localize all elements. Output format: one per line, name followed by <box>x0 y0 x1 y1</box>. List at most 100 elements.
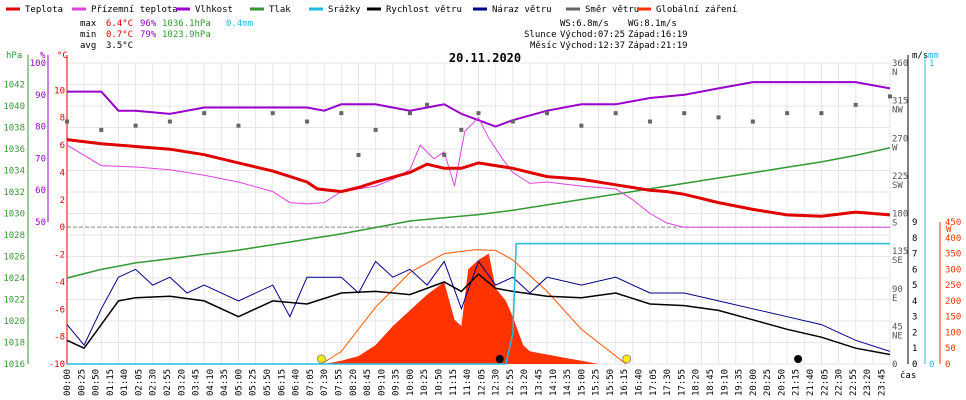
x-tick: 17:05 <box>649 369 659 396</box>
stat-min-press: 1023.9hPa <box>162 30 211 40</box>
x-tick: 03:45 <box>192 369 202 396</box>
wind-direction-point <box>236 123 241 128</box>
wind-direction-point <box>167 119 172 124</box>
x-tick: 00:25 <box>77 369 87 396</box>
legend-item: Vlhkost <box>195 5 233 15</box>
wind-tick: 9 <box>912 218 917 228</box>
x-tick: 09:35 <box>392 369 402 396</box>
x-tick: 07:30 <box>320 369 330 396</box>
x-tick: 08:20 <box>349 369 359 396</box>
stats-block: max 6.4°C 96% 1036.1hPa 0.4mm min 0.7°C … <box>80 19 253 51</box>
x-tick: 15:00 <box>577 369 587 396</box>
wind-tick: 0 <box>912 360 917 370</box>
legend-item: Tlak <box>269 5 291 15</box>
x-tick: 10:50 <box>435 369 445 396</box>
x-tick: 06:40 <box>292 369 302 396</box>
dir-tick: 270 <box>892 134 908 144</box>
radiation-area <box>67 253 890 364</box>
temp-tick: -6 <box>54 305 65 315</box>
wind-direction-point <box>819 111 824 116</box>
hpa-tick: 1018 <box>3 339 25 349</box>
rain-line <box>67 242 890 365</box>
x-tick: 12:05 <box>477 369 487 396</box>
dir-tick: 315 <box>892 97 908 107</box>
stat-max-press: 1036.1hPa <box>162 19 211 29</box>
wind-tick: 3 <box>912 313 917 323</box>
x-tick: 12:30 <box>492 369 502 396</box>
plot-area <box>65 81 892 365</box>
moon-label: Měsíc <box>530 41 557 51</box>
stat-max-temp: 6.4°C <box>106 19 133 29</box>
rad-tick: 200 <box>945 297 961 307</box>
wind-direction-point <box>425 102 430 107</box>
rain-unit-label: mm <box>928 51 939 61</box>
x-tick: 10:00 <box>406 369 416 396</box>
x-tick: 08:45 <box>363 369 373 396</box>
wind-direction-point <box>339 111 344 116</box>
hpa-tick: 1020 <box>3 317 25 327</box>
astro-info: WS:6.8m/s WG:8.1m/s Slunce Východ:07:25 … <box>524 19 688 51</box>
temperature-line <box>66 138 891 218</box>
dir-tick-compass: S <box>892 219 897 229</box>
wind-tick: 5 <box>912 281 917 291</box>
wind-direction-point <box>373 127 378 132</box>
wind-direction-point <box>510 119 515 124</box>
rad-tick: 100 <box>945 328 961 338</box>
x-tick: 21:15 <box>792 369 802 396</box>
legend-item: Globální záření <box>656 5 737 15</box>
x-tick: 13:20 <box>520 369 530 396</box>
x-tick: 19:10 <box>720 369 730 396</box>
hpa-unit-label: hPa <box>6 51 22 61</box>
x-tick: 20:50 <box>777 369 787 396</box>
dir-tick: 90 <box>892 285 903 295</box>
x-tick: 23:45 <box>877 369 887 396</box>
x-tick: 21:40 <box>806 369 816 396</box>
x-tick: 05:00 <box>235 369 245 396</box>
x-tick: 03:20 <box>177 369 187 396</box>
dir-tick: 225 <box>892 172 908 182</box>
wind-direction-point <box>647 119 652 124</box>
hpa-tick: 1028 <box>3 231 25 241</box>
stat-min-label: min <box>80 30 96 40</box>
ground-temp-line <box>66 116 890 228</box>
hum-tick: 60 <box>35 186 46 196</box>
moonset-info: Západ:21:19 <box>628 41 688 51</box>
hum-tick: 50 <box>35 218 46 228</box>
hpa-tick: 1040 <box>3 102 25 112</box>
wind-direction-point <box>853 102 858 107</box>
hpa-tick: 1032 <box>3 188 25 198</box>
x-tick: 16:40 <box>635 369 645 396</box>
x-tick: 07:55 <box>335 369 345 396</box>
legend-item: Přízemní teplota <box>91 5 178 15</box>
x-tick: 02:55 <box>163 369 173 396</box>
x-tick: 15:50 <box>606 369 616 396</box>
wind-direction-point <box>785 111 790 116</box>
sunrise-info: Východ:07:25 <box>560 30 625 40</box>
wind-tick: 2 <box>912 328 917 338</box>
wind-direction-point <box>442 152 447 157</box>
wind-tick: 6 <box>912 265 917 275</box>
wind-direction-point <box>270 111 275 116</box>
rain-tick: 0 <box>929 360 934 370</box>
hpa-tick: 1038 <box>3 124 25 134</box>
wind-direction-point <box>545 111 550 116</box>
x-axis: 00:00 00:25 00:50 01:15 01:40 02:05 02:30 02:55… <box>63 369 887 396</box>
x-tick: 19:35 <box>735 369 745 396</box>
sunset-marker <box>622 354 632 364</box>
wind-direction-point <box>65 119 69 124</box>
chart-title: 20.11.2020 <box>449 51 521 65</box>
x-tick: 22:05 <box>820 369 830 396</box>
x-tick: 22:55 <box>849 369 859 396</box>
x-tick: 02:30 <box>149 369 159 396</box>
wind-tick: 8 <box>912 234 917 244</box>
rad-tick: 50 <box>945 344 956 354</box>
hpa-tick: 1024 <box>3 274 25 284</box>
x-tick: 11:15 <box>449 369 459 396</box>
sunrise-marker <box>316 354 326 364</box>
hpa-tick: 1034 <box>3 167 25 177</box>
hum-tick: 90 <box>35 91 46 101</box>
dir-tick-compass: E <box>892 294 897 304</box>
temp-tick: 6 <box>60 141 65 151</box>
rad-tick: 150 <box>945 313 961 323</box>
x-tick: 22:30 <box>835 369 845 396</box>
